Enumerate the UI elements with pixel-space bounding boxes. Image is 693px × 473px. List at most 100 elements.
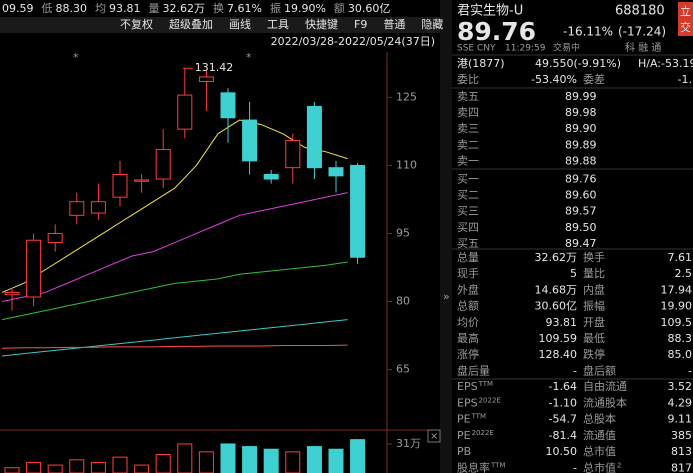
toolbar-button[interactable]: 工具	[267, 18, 289, 31]
book-price: 89.76	[565, 173, 597, 186]
volume-tick-label: 31万	[396, 437, 421, 450]
toolbar-bg	[0, 17, 440, 33]
stat-value: 30.60亿	[535, 300, 578, 313]
toolbar-button[interactable]: F9	[354, 18, 367, 31]
quote-value: 19.90%	[284, 2, 326, 15]
ratio-label: 委比	[457, 73, 479, 86]
volume-bar	[155, 454, 171, 473]
close-icon[interactable]: ×	[430, 431, 438, 442]
fund-sup: 2022E	[472, 429, 494, 437]
fund-value: -54.7	[549, 413, 577, 426]
fund-sup: TTM	[471, 413, 486, 421]
volume-bar	[177, 443, 193, 473]
book-label: 卖五	[457, 90, 479, 103]
close-btn[interactable]	[427, 429, 441, 443]
fund-label: 总市值	[583, 444, 616, 458]
volume-bar	[112, 456, 128, 473]
stat-label: 内盘	[583, 282, 605, 296]
toolbar-button[interactable]: 画线	[229, 17, 251, 31]
stat-value: 19.90	[661, 300, 693, 313]
toolbar-button[interactable]: 普通	[383, 17, 405, 31]
badge-text: 立	[680, 4, 691, 18]
stock-code: 688180	[615, 4, 665, 19]
stat-label: 盘后额	[583, 363, 616, 377]
candle-body	[69, 201, 85, 216]
stat-value: 14.68万	[535, 283, 578, 296]
badge	[678, 2, 693, 36]
fund-label: EPS	[457, 380, 478, 393]
ma-line	[1, 119, 348, 293]
stat-value: 128.40	[539, 348, 578, 361]
splitter[interactable]	[440, 0, 452, 473]
y-tick-label: 125	[396, 90, 417, 103]
stat-value: 93.81	[546, 316, 578, 329]
quote-label: 量	[149, 2, 160, 15]
fund-value: 385	[671, 429, 692, 442]
candle-body	[306, 105, 322, 169]
status: 交易中	[553, 42, 580, 54]
book-label: 买三	[457, 205, 479, 218]
stat-label: 量比	[583, 267, 605, 280]
high-annotation: 131.42	[195, 61, 234, 74]
stat-label: 振幅	[583, 299, 605, 313]
volume-bar	[328, 448, 344, 473]
volume-bar	[134, 464, 150, 473]
candle-body	[350, 164, 366, 258]
toolbar-button[interactable]: 快捷键	[305, 17, 338, 31]
ratio-label: 委差	[583, 72, 605, 86]
fund-sup: 2022E	[479, 396, 501, 404]
stat-label: 总量	[457, 250, 479, 264]
candle-body	[198, 76, 214, 82]
stat-label: 涨停	[457, 347, 479, 361]
splitter-arrow[interactable]: »	[443, 290, 450, 303]
fund-label: 总股本	[583, 412, 616, 426]
fund-label: 流通值	[583, 428, 616, 442]
candle-body	[242, 119, 258, 162]
candle-body	[4, 291, 20, 296]
marker: *	[246, 51, 252, 64]
fund-value: 9.11	[668, 413, 693, 426]
book-price: 89.90	[565, 122, 597, 135]
toolbar-button[interactable]: 超级叠加	[169, 17, 213, 31]
book-label: 买五	[457, 237, 479, 250]
hk-price: 49.550(-9.91%)	[535, 57, 621, 70]
stat-value: 88.3	[668, 332, 693, 345]
fund-label: EPS	[457, 396, 478, 409]
toolbar-button[interactable]: 不复权	[120, 17, 153, 31]
stat-value: -	[573, 364, 577, 377]
fund-value: 10.50	[546, 445, 578, 458]
quote-value: 30.60亿	[348, 2, 391, 15]
volume-bar	[306, 446, 322, 473]
candle-body	[26, 239, 42, 298]
stat-value: 17.94	[661, 283, 693, 296]
candle-body	[47, 232, 63, 244]
quote-value: 32.62万	[163, 2, 206, 15]
toolbar-button[interactable]: 隐藏	[421, 18, 443, 31]
quote-label: 均	[95, 2, 106, 15]
fund-sup: TTM	[490, 462, 505, 470]
change: (-17.24)	[618, 25, 666, 39]
stat-label: 开盘	[583, 315, 605, 329]
stat-label: 现手	[457, 266, 479, 280]
price: 89.76	[457, 17, 536, 46]
hk-code: 港(1877)	[457, 57, 505, 70]
candle-body	[90, 201, 106, 214]
stat-label: 外盘	[457, 282, 479, 296]
stat-value: 2.5	[675, 267, 693, 280]
stat-value: -	[688, 364, 692, 377]
ha-ratio: H/A:-53.19	[638, 57, 693, 70]
quote-label: 额	[334, 2, 345, 15]
fund-value: 813	[671, 445, 692, 458]
marker: *	[73, 51, 79, 64]
time: 11:29:59	[505, 44, 546, 54]
stat-value: 5	[570, 267, 577, 280]
stat-label: 换手	[583, 250, 605, 264]
ma-line	[1, 344, 348, 349]
book-label: 买一	[457, 173, 479, 186]
book-price: 89.89	[565, 138, 597, 151]
fund-value: 817	[671, 462, 692, 473]
ratio-value: -53.40%	[531, 73, 577, 86]
volume-bar	[242, 446, 258, 473]
quote-value: 88.30	[56, 2, 88, 15]
stat-value: 85.0	[668, 348, 693, 361]
